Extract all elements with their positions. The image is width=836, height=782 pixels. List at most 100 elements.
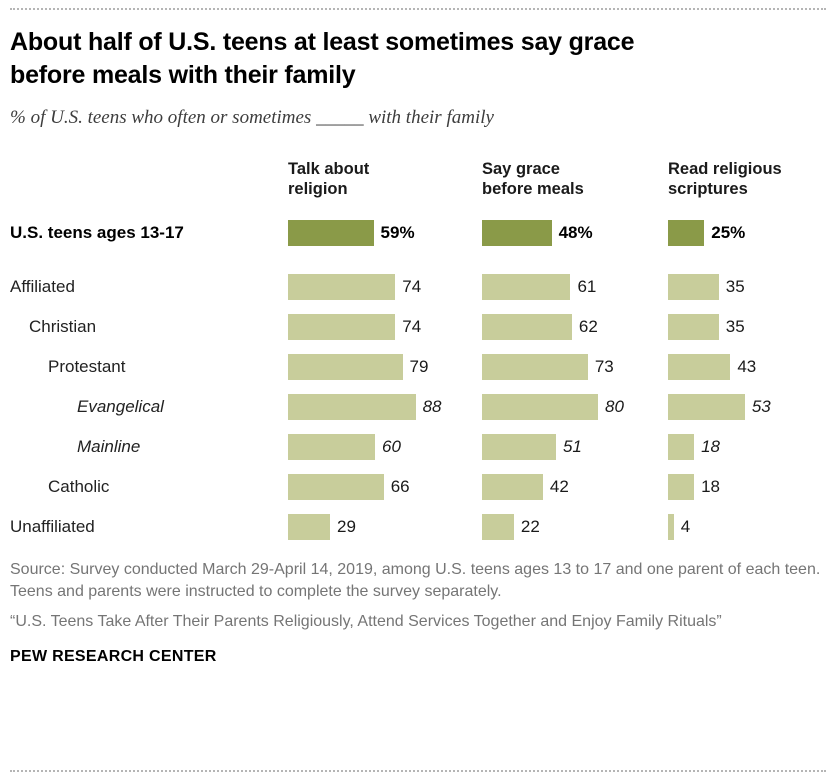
bar	[482, 274, 571, 301]
bar-value: 25%	[711, 223, 746, 243]
bar	[482, 354, 588, 381]
bar-cell: 80	[482, 387, 668, 427]
bar-cell: 4	[668, 507, 826, 547]
bar-cell: 74	[288, 267, 482, 307]
bar-value: 35	[725, 277, 745, 297]
bar	[288, 354, 403, 381]
chart-row: Mainline 60 51 18	[10, 427, 826, 467]
column-header-label: Say grace before meals	[482, 160, 584, 199]
bar-cell: 62	[482, 307, 668, 347]
bar-value: 48%	[558, 223, 593, 243]
bar-cell: 74	[288, 307, 482, 347]
chart-row: Catholic 66 42 18	[10, 467, 826, 507]
bar-value: 74	[402, 277, 422, 297]
bar-value: 35	[725, 317, 745, 337]
chart-rows: U.S. teens ages 13-17 59% 48% 25% Affiliated…	[10, 213, 826, 547]
bar-value: 61	[577, 277, 597, 297]
bar-cell: 18	[668, 427, 826, 467]
bottom-divider	[10, 770, 826, 772]
row-label: Evangelical	[77, 397, 164, 417]
source-note: Source: Survey conducted March 29-April …	[10, 561, 821, 600]
bar	[668, 354, 731, 381]
bar-value: 22	[520, 517, 540, 537]
bar-cell: 53	[668, 387, 826, 427]
chart-row: Affiliated 74 61 35	[10, 267, 826, 307]
bar	[668, 434, 695, 461]
chart-row: Evangelical 88 80 53	[10, 387, 826, 427]
bar-cell: 79	[288, 347, 482, 387]
bar	[482, 314, 572, 341]
bar-cell: 48%	[482, 213, 668, 253]
row-label: Catholic	[48, 477, 110, 497]
bar	[288, 514, 331, 541]
bar	[482, 394, 598, 421]
bar	[288, 314, 396, 341]
bar-value: 29	[337, 517, 356, 537]
bar-cell: 61	[482, 267, 668, 307]
bar-chart: Talk about religion Say grace before mea…	[10, 159, 826, 547]
bar-cell: 25%	[668, 213, 826, 253]
bar-value: 51	[562, 437, 582, 457]
bar-value: 88	[422, 397, 442, 417]
bar-value: 66	[390, 477, 410, 497]
chart-subtitle: % of U.S. teens who often or sometimes _…	[10, 107, 494, 128]
bar	[482, 220, 552, 247]
bar-value: 73	[594, 357, 614, 377]
bar	[288, 434, 375, 461]
top-divider	[10, 8, 826, 10]
bar-cell: 43	[668, 347, 826, 387]
column-header-label: Talk about religion	[288, 160, 370, 199]
row-label: U.S. teens ages 13-17	[10, 223, 184, 243]
bar-value: 43	[737, 357, 757, 377]
bar-cell: 66	[288, 467, 482, 507]
bar-cell: 29	[288, 507, 482, 547]
row-label: Unaffiliated	[10, 517, 95, 537]
bar-cell: 88	[288, 387, 482, 427]
bar-cell: 18	[668, 467, 826, 507]
report-title: “U.S. Teens Take After Their Parents Rel…	[10, 612, 722, 630]
bar-cell: 60	[288, 427, 482, 467]
row-label: Protestant	[48, 357, 126, 377]
bar-value: 53	[751, 397, 771, 417]
bar	[482, 514, 514, 541]
bar-cell: 22	[482, 507, 668, 547]
column-header-talk-about-religion: Talk about religion	[288, 159, 482, 199]
bar	[668, 220, 705, 247]
bar-value: 4	[680, 517, 691, 537]
column-header-say-grace: Say grace before meals	[482, 159, 668, 199]
bar-value: 60	[382, 437, 401, 457]
bar-value: 74	[402, 317, 422, 337]
bar	[668, 514, 674, 541]
bar-value: 18	[701, 437, 721, 457]
bar	[288, 394, 416, 421]
bar	[288, 274, 396, 301]
column-header-read-scriptures: Read religious scriptures	[668, 159, 826, 199]
row-label: Mainline	[77, 437, 141, 457]
bar	[668, 394, 745, 421]
bar-value: 42	[549, 477, 569, 497]
bar-cell: 35	[668, 307, 826, 347]
bar-value: 59%	[380, 223, 415, 243]
bar-cell: 59%	[288, 213, 482, 253]
bar-cell: 35	[668, 267, 826, 307]
chart-row: Christian 74 62 35	[10, 307, 826, 347]
bar-cell: 73	[482, 347, 668, 387]
chart-row: Protestant 79 73 43	[10, 347, 826, 387]
bar-value: 18	[701, 477, 721, 497]
bar-value: 79	[409, 357, 429, 377]
bar-value: 62	[578, 317, 598, 337]
bar	[482, 434, 556, 461]
bar	[288, 474, 384, 501]
bar	[668, 274, 719, 301]
chart-notes: Source: Survey conducted March 29-April …	[10, 559, 826, 632]
column-headers: Talk about religion Say grace before mea…	[10, 159, 826, 199]
row-label: Affiliated	[10, 277, 75, 297]
bar	[288, 220, 374, 247]
row-label: Christian	[29, 317, 97, 337]
column-header-label: Read religious scriptures	[668, 160, 782, 199]
bar	[482, 474, 543, 501]
chart-row: Unaffiliated 29 22 4	[10, 507, 826, 547]
bar-cell: 51	[482, 427, 668, 467]
footer-brand: PEW RESEARCH CENTER	[10, 648, 217, 666]
